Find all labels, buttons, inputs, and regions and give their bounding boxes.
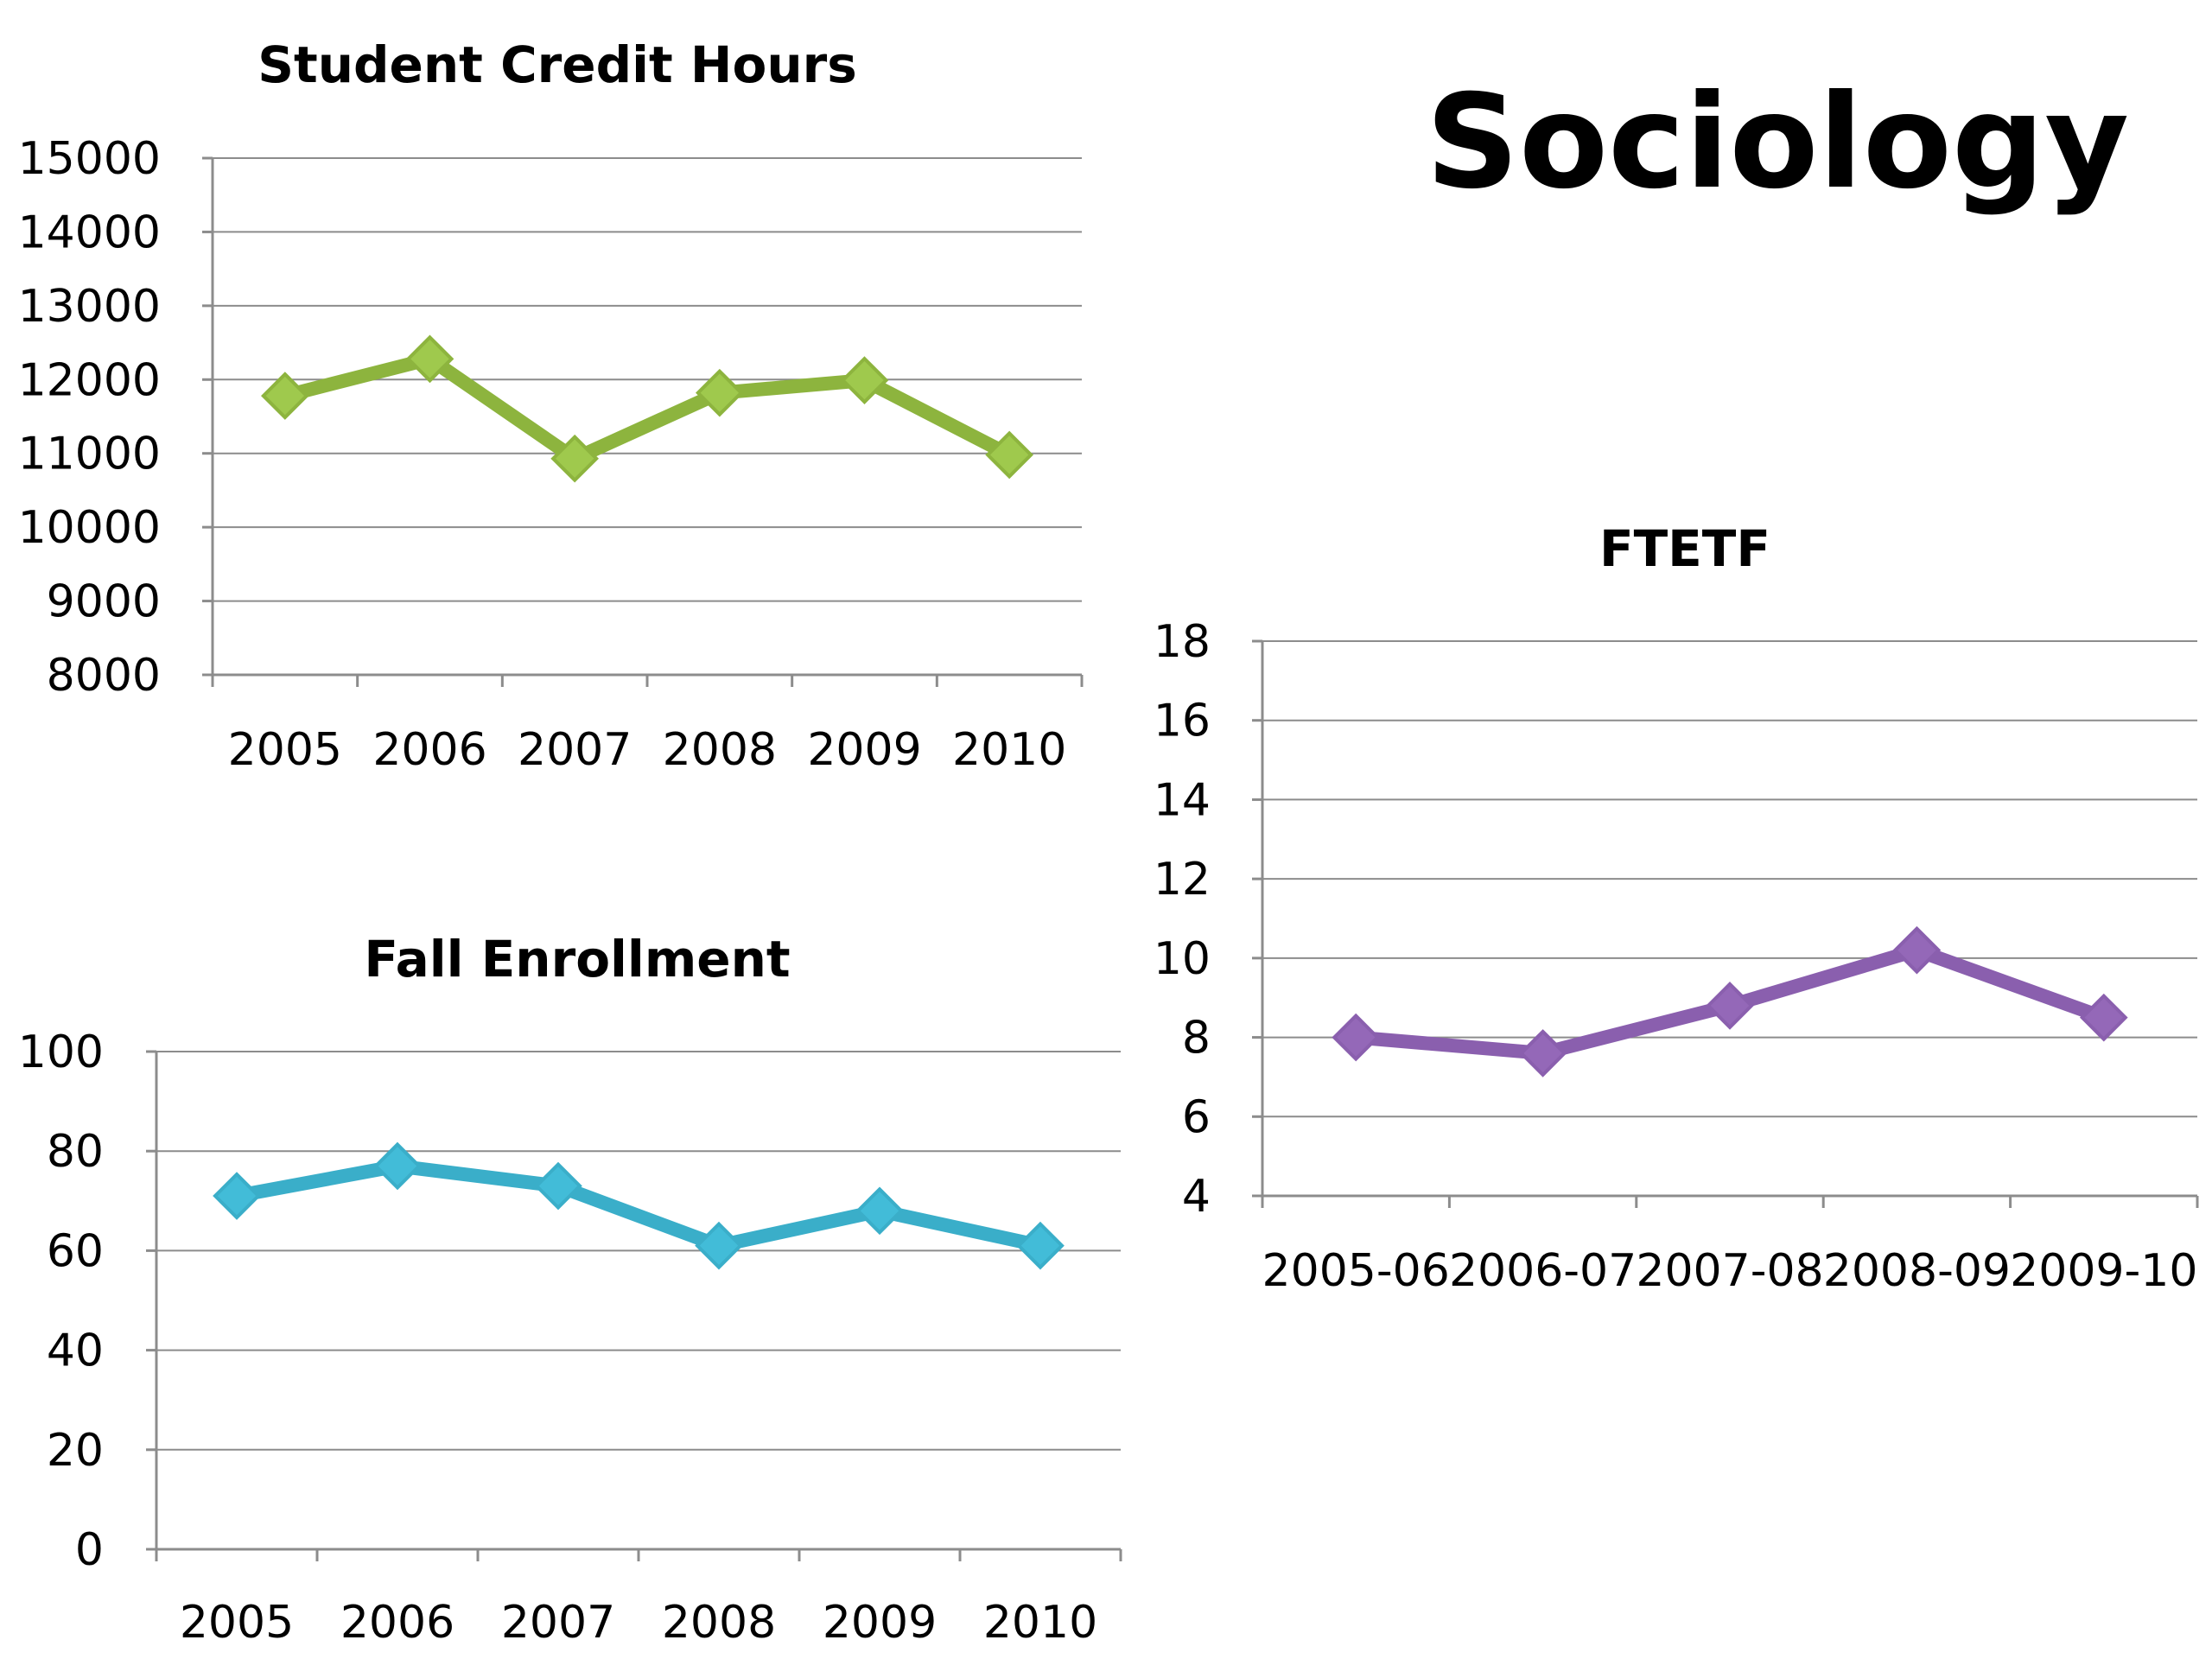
credit-hours-y-tick-label: 15000	[18, 133, 161, 185]
fall-enrollment-chart-title: Fall Enrollment	[364, 930, 790, 988]
fall-enrollment-data-point	[213, 1172, 261, 1220]
credit-hours-x-tick-label: 2007	[518, 724, 632, 776]
credit-hours-data-point	[550, 434, 599, 483]
ftetf-series	[1332, 925, 2128, 1077]
ftetf-x-ticks: 2005-06 2006-07 2007-08 2008-09 2009-10	[1261, 1196, 2199, 1297]
fall-enrollment-data-point	[534, 1161, 582, 1211]
ftetf-x-tick-label: 2007-08	[1636, 1245, 1823, 1297]
ftetf-y-ticks: 4 6 8 10 12 14 16 18	[1154, 616, 1262, 1223]
ftetf-y-tick-label: 16	[1154, 696, 1211, 747]
ftetf-x-tick-label: 2008-09	[1823, 1245, 2011, 1297]
fall-enrollment-data-point	[1016, 1221, 1065, 1270]
credit-hours-y-tick-label: 8000	[47, 650, 161, 702]
ftetf-data-point	[2079, 993, 2128, 1042]
ftetf-y-tick-label: 4	[1182, 1171, 1211, 1223]
credit-hours-y-tick-label: 9000	[47, 576, 161, 628]
ftetf-y-tick-label: 14	[1154, 774, 1211, 826]
fall-enrollment-series	[213, 1141, 1065, 1270]
fall-enrollment-data-point	[695, 1221, 743, 1270]
page-title: Sociology	[1426, 67, 2130, 218]
credit-hours-x-tick-label: 2006	[372, 724, 486, 776]
ftetf-y-tick-label: 12	[1154, 854, 1211, 906]
credit-hours-x-tick-label: 2009	[807, 724, 921, 776]
fall-enrollment-data-point	[373, 1141, 422, 1191]
credit-hours-x-ticks: 2005 2006 2007 2008 2009 2010	[211, 675, 1084, 776]
ftetf-chart-title: FTETF	[1599, 519, 1770, 578]
fall-enrollment-data-point	[855, 1186, 904, 1236]
ftetf-data-point	[1518, 1029, 1567, 1077]
credit-hours-y-tick-label: 14000	[18, 207, 161, 258]
fall-enrollment-x-ticks: 2005 2006 2007 2008 2009 2010	[155, 1549, 1122, 1649]
ftetf-data-point	[1332, 1013, 1381, 1062]
ftetf-axes	[1261, 641, 2197, 1208]
fall-enrollment-x-tick-label: 2008	[662, 1597, 776, 1649]
fall-enrollment-series-line	[230, 1159, 1047, 1253]
ftetf-y-tick-label: 18	[1154, 616, 1211, 668]
credit-hours-data-point	[405, 334, 454, 384]
fall-enrollment-grid	[156, 1051, 1121, 1451]
fall-enrollment-y-tick-label: 40	[47, 1325, 104, 1377]
credit-hours-x-tick-label: 2010	[952, 724, 1066, 776]
credit-hours-series-line	[277, 352, 1017, 466]
fall-enrollment-x-tick-label: 2005	[180, 1597, 294, 1649]
fall-enrollment-x-tick-label: 2009	[823, 1597, 937, 1649]
fall-enrollment-y-tick-label: 0	[75, 1524, 104, 1576]
ftetf-x-tick-label: 2005-06	[1262, 1245, 1450, 1297]
credit-hours-chart: Student Credit Hours 8000 9000 10000 11000 1…	[18, 35, 1084, 776]
credit-hours-y-tick-label: 10000	[18, 502, 161, 554]
ftetf-x-tick-label: 2009-10	[2010, 1245, 2197, 1297]
credit-hours-y-tick-label: 12000	[18, 354, 161, 406]
ftetf-y-tick-label: 6	[1182, 1091, 1211, 1143]
credit-hours-series	[261, 334, 1033, 483]
credit-hours-data-point	[840, 356, 889, 404]
ftetf-data-point	[1706, 982, 1754, 1030]
credit-hours-chart-title: Student Credit Hours	[257, 35, 856, 94]
fall-enrollment-y-tick-label: 20	[47, 1425, 104, 1477]
credit-hours-data-point	[985, 430, 1033, 480]
credit-hours-y-tick-label: 13000	[18, 281, 161, 333]
credit-hours-x-tick-label: 2005	[228, 724, 342, 776]
fall-enrollment-y-tick-label: 100	[18, 1027, 104, 1078]
fall-enrollment-x-tick-label: 2010	[983, 1597, 1097, 1649]
ftetf-y-tick-label: 8	[1182, 1013, 1211, 1065]
credit-hours-y-tick-label: 11000	[18, 429, 161, 480]
credit-hours-y-ticks: 8000 9000 10000 11000 12000 13000 14000 15000	[18, 133, 213, 702]
credit-hours-data-point	[261, 372, 309, 420]
fall-enrollment-x-tick-label: 2007	[501, 1597, 615, 1649]
ftetf-y-tick-label: 10	[1154, 933, 1211, 985]
fall-enrollment-y-tick-label: 80	[47, 1126, 104, 1178]
fall-enrollment-axes	[155, 1052, 1121, 1561]
ftetf-x-tick-label: 2006-07	[1449, 1245, 1637, 1297]
credit-hours-x-tick-label: 2008	[663, 724, 777, 776]
ftetf-grid	[1262, 640, 2197, 1118]
ftetf-chart: FTETF 4 6 8 10 12 14 16 18 2005-06 2006-07 2007-0…	[1154, 519, 2199, 1297]
fall-enrollment-y-ticks: 0 20 40 60 80 100	[18, 1027, 156, 1576]
credit-hours-data-point	[696, 368, 744, 417]
fall-enrollment-x-tick-label: 2006	[340, 1597, 454, 1649]
fall-enrollment-y-tick-label: 60	[47, 1225, 104, 1277]
ftetf-data-point	[1892, 925, 1942, 975]
